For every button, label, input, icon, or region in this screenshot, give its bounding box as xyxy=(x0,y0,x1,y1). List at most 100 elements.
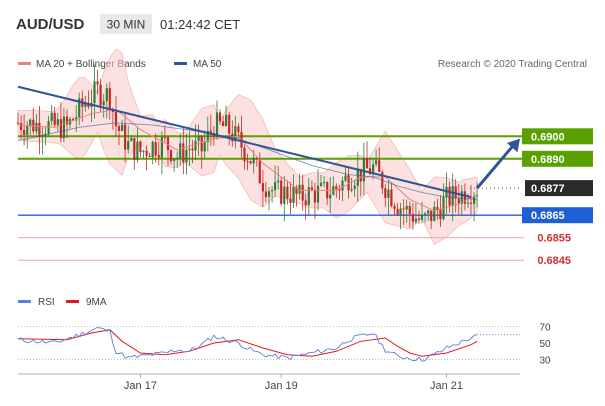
candle-body xyxy=(353,185,356,190)
candle-body xyxy=(62,116,65,139)
candle-body xyxy=(310,187,313,190)
candle-body xyxy=(93,81,96,104)
x-tick-label: Jan 21 xyxy=(430,380,463,392)
level-label-4: 0.6855 xyxy=(537,233,571,245)
rsi-line xyxy=(17,327,478,362)
candle-body xyxy=(50,112,53,121)
candle-body xyxy=(53,112,56,125)
candle-body xyxy=(316,185,320,203)
candle-body xyxy=(267,191,271,197)
level-badge-1 xyxy=(522,150,593,167)
candle-body xyxy=(225,114,228,126)
candle-body xyxy=(307,187,310,206)
candle-body xyxy=(466,202,470,204)
candle-body xyxy=(420,214,424,220)
legend-rsi-label: RSI xyxy=(38,297,55,308)
candle-body xyxy=(124,124,127,150)
level-badge-3 xyxy=(522,207,593,224)
candle-body xyxy=(160,137,163,158)
candle-body xyxy=(408,206,411,214)
candle-body xyxy=(203,142,206,152)
candle-body xyxy=(188,148,191,150)
candle-body xyxy=(433,206,436,221)
candle-body xyxy=(185,149,188,163)
candle-body xyxy=(218,112,222,122)
candle-body xyxy=(145,150,148,156)
trendline xyxy=(17,85,472,199)
symbol-label: AUD/USD xyxy=(16,16,85,33)
candle-body xyxy=(105,88,108,102)
candle-body xyxy=(59,119,62,139)
candle-body xyxy=(148,156,151,157)
candle-body xyxy=(114,112,118,127)
candle-body xyxy=(142,150,145,153)
candle-body xyxy=(261,183,264,192)
candle-body xyxy=(35,122,38,132)
candle-body xyxy=(313,189,316,203)
candle-body xyxy=(457,198,460,204)
candle-body xyxy=(338,189,341,191)
level-label-2: 0.6877 xyxy=(531,183,565,195)
candle-body xyxy=(139,141,142,153)
candle-body xyxy=(252,157,255,164)
candle-body xyxy=(399,208,402,215)
candle-body xyxy=(20,123,23,130)
candle-body xyxy=(102,101,105,106)
legend-ma50-label: MA 50 xyxy=(193,59,222,70)
candle-body xyxy=(304,200,307,206)
candle-body xyxy=(23,130,26,135)
ma20-line xyxy=(17,108,478,212)
candle-body xyxy=(117,126,121,131)
candle-body xyxy=(130,138,133,141)
candle-body xyxy=(390,189,393,206)
level-badge-0 xyxy=(522,128,593,145)
rsi-panel: 30 50 70 xyxy=(17,322,551,367)
rsi-tick-50: 50 xyxy=(539,339,551,350)
candle-body xyxy=(454,186,457,199)
candle-body xyxy=(319,182,323,186)
indicator-lines xyxy=(17,85,520,212)
candle-body xyxy=(133,138,136,160)
candle-body xyxy=(169,150,173,162)
candle-body xyxy=(323,182,326,184)
candle-body xyxy=(249,161,252,164)
candle-body xyxy=(209,130,212,133)
candle-body xyxy=(182,143,185,163)
rsi-ma-line xyxy=(17,329,478,357)
candle-body xyxy=(29,119,32,127)
candle-body xyxy=(436,206,439,210)
candle-body xyxy=(84,103,87,107)
candle-body xyxy=(264,191,267,197)
candle-body xyxy=(258,159,261,184)
level-badge-2 xyxy=(525,180,593,197)
candle-body xyxy=(163,137,166,139)
candle-body xyxy=(154,142,157,156)
candle-body xyxy=(378,160,381,172)
candles xyxy=(16,64,479,230)
candle-body xyxy=(473,196,476,204)
candle-body xyxy=(200,136,203,152)
candle-body xyxy=(75,117,78,121)
ma50-line xyxy=(17,122,478,200)
candle-body xyxy=(350,189,353,191)
candle-body xyxy=(439,209,442,220)
legend-ma20-label: MA 20 + Bollinger Bands xyxy=(36,59,146,70)
candle-body xyxy=(274,182,277,191)
candle-body xyxy=(289,198,292,203)
candle-body xyxy=(121,124,124,131)
candle-body xyxy=(460,191,463,204)
candle-body xyxy=(228,114,231,134)
candle-body xyxy=(99,84,102,106)
forecast-arrow-shaft xyxy=(476,143,516,190)
x-tick-label: Jan 19 xyxy=(265,380,298,392)
candle-body xyxy=(405,206,408,210)
legend-rsi-swatch xyxy=(18,300,31,303)
rsi-tick-30: 30 xyxy=(539,356,551,367)
candle-body xyxy=(277,180,280,183)
candle-body xyxy=(448,186,451,206)
candle-body xyxy=(335,186,338,190)
candle-body xyxy=(222,121,225,126)
legend-ma20-swatch xyxy=(18,62,31,65)
candle-body xyxy=(356,168,359,186)
